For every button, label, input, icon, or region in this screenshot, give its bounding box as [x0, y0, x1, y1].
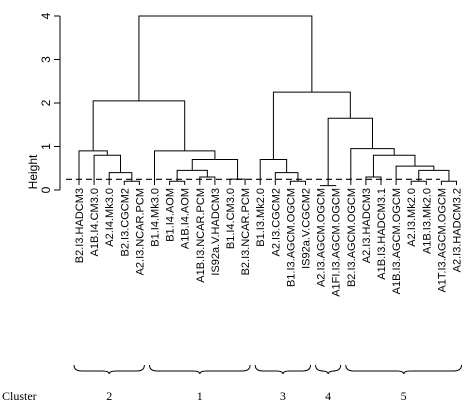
cluster-number: 5 [401, 389, 407, 403]
cluster-brace [345, 364, 462, 375]
leaf-label: A1B.I3.Mk2.0 [421, 188, 433, 254]
cluster-number: 2 [106, 389, 112, 403]
leaf-label: A1FI.I3.AGCM.OGCM [331, 188, 343, 297]
leaf-label: IS92a.V.CGCM2 [301, 188, 313, 269]
dendrogram-link [440, 180, 457, 185]
cluster-brace [254, 364, 311, 375]
cluster-brace [73, 364, 145, 375]
leaf-label: A1B.I3.AGCM.OGCM [391, 188, 403, 294]
leaf-label: B2.I3.NCAR.PCM [240, 188, 252, 275]
dendrogram-link [272, 91, 351, 160]
leaf-label: A2.I3.HADCM3 [361, 188, 373, 263]
dendrogram-link [123, 180, 140, 185]
cluster-number: 1 [197, 389, 203, 403]
dendrogram-link [138, 15, 313, 101]
leaf-label: B1.I3.AGCM.OGCM [285, 188, 297, 287]
leaf-label: B2.I3.CGCM2 [119, 188, 131, 256]
leaf-label: B2.I3.HADCM3 [74, 188, 86, 263]
leaf-label: A2.I3.CGCM2 [270, 188, 282, 256]
y-tick-label: 3 [39, 56, 53, 63]
dendrogram-link [395, 165, 435, 185]
cluster-axis-label: Cluster [2, 389, 37, 403]
dendrogram-link [365, 176, 382, 185]
cluster-braces: 2 1 3 4 5 [73, 364, 462, 403]
leaf-label: A2.I3.Mk2.0 [406, 188, 418, 247]
dendrogram-link [154, 150, 216, 185]
y-tick-label: 2 [39, 99, 53, 106]
leaf-label: A2.I3.HADCM3.2 [452, 188, 464, 272]
dendrogram-link [191, 159, 239, 180]
cluster-number: 4 [325, 389, 331, 403]
dendrogram-link [410, 180, 427, 185]
leaf-label: A1B.I4.CM3.0 [89, 188, 101, 256]
leaf-label: IS92a.V.HADCM3 [210, 188, 222, 276]
dendrogram-link [229, 178, 246, 185]
leaf-label: A2.I3.AGCM.OGCM [316, 188, 328, 287]
leaf-label: A1T.I3.AGCM.OGCM [436, 188, 448, 293]
dendrogram-link [199, 176, 216, 185]
cluster-brace [149, 364, 251, 375]
leaf-labels: B2.I3.HADCM3 A1B.I4.CM3.0 A2.I4.Mk3.0 B2.I3… [74, 188, 464, 297]
dendrogram-link [78, 150, 108, 185]
cluster-number: 3 [280, 389, 286, 403]
dendrogram-tree [78, 15, 457, 187]
dendrogram-link [418, 169, 450, 182]
leaf-label: B1.I4.Mk3.0 [150, 188, 162, 247]
leaf-label: B1.I4.AOM [165, 188, 177, 242]
leaf-label: B1.I3.Mk2.0 [255, 188, 267, 247]
dendrogram-link [289, 180, 306, 185]
leaf-label: A2.I3.NCAR.PCM [134, 188, 146, 275]
y-tick-label: 1 [39, 143, 53, 150]
y-axis-label: Height [26, 154, 40, 189]
dendrogram-link [92, 100, 186, 151]
leaf-label: A1B.I3.HADCM3.1 [376, 188, 388, 280]
y-tick-label: 4 [39, 12, 53, 19]
y-tick-label: 0 [39, 186, 53, 193]
dendrogram-link [93, 154, 122, 185]
y-axis: 0 1 2 3 4 [39, 12, 61, 193]
leaf-label: B1.I4.CM3.0 [225, 188, 237, 249]
leaf-label: B2.I3.AGCM.OGCM [346, 188, 358, 287]
cluster-brace [315, 364, 342, 375]
leaf-label: A2.I4.Mk3.0 [104, 188, 116, 247]
leaf-label: A1B.I3.NCAR.PCM [195, 188, 207, 283]
leaf-label: A1B.I4.AOM [180, 188, 192, 249]
dendrogram-link [169, 180, 186, 185]
